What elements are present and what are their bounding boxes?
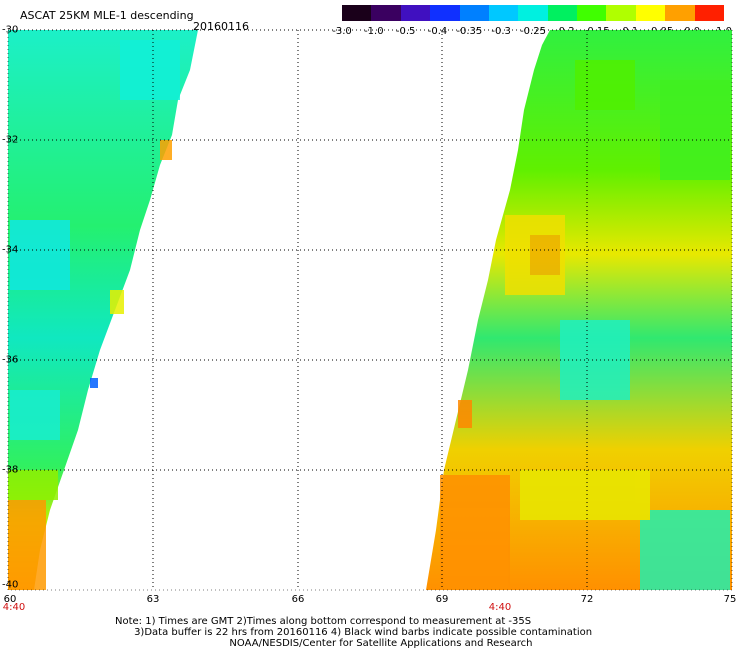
lon-label: 66 — [291, 594, 305, 605]
colorbar-segment — [430, 5, 461, 21]
colorbar-segment — [635, 5, 666, 21]
lat-label: -40 — [2, 579, 19, 591]
lon-label: 60 — [3, 594, 17, 605]
lat-label: -34 — [2, 244, 19, 256]
colorbar-segment — [577, 5, 607, 21]
colorbar-label: -0.25 — [520, 26, 546, 37]
colorbar-label: -0.4 — [427, 26, 448, 37]
lon-grid — [152, 30, 588, 590]
map-title: ASCAT 25KM MLE-1 descending — [20, 9, 194, 22]
colorbar-segment — [488, 5, 519, 21]
lat-label: -32 — [2, 134, 19, 146]
note-line-1: Note: 1) Times are GMT 2)Times along bot… — [115, 616, 532, 627]
lon-label: 69 — [435, 594, 449, 605]
lat-label: -38 — [2, 464, 19, 476]
colorbar-segment — [547, 5, 578, 21]
map-date: 20160116 — [193, 20, 249, 33]
lon-label: 72 — [580, 594, 594, 605]
colorbar-segment — [459, 5, 490, 21]
colorbar-label: -0.3 — [491, 26, 511, 37]
lon-label: 75 — [723, 594, 737, 605]
colorbar-label: -0.35 — [456, 26, 483, 37]
colorbar-label: -3.0 — [332, 26, 352, 37]
left-swath — [8, 30, 198, 590]
colorbar-label: -0.5 — [395, 26, 416, 37]
pass-time-label: 4:40 — [2, 602, 26, 613]
map-frame — [7, 29, 733, 591]
lon-label: 63 — [146, 594, 160, 605]
pass-time-label: 4:40 — [488, 602, 512, 613]
colorbar-segment — [665, 5, 696, 21]
notes: Note: 1) Times are GMT 2)Times along bot… — [115, 616, 592, 649]
colorbar-segment — [606, 5, 637, 21]
right-swath — [426, 30, 732, 590]
lat-label: -36 — [2, 354, 19, 366]
colorbar-segment — [371, 5, 402, 21]
colorbar-segment — [694, 5, 725, 21]
note-line-3: NOAA/NESDIS/Center for Satellite Applica… — [115, 638, 533, 649]
colorbar-segment — [400, 5, 431, 21]
lat-label: -30 — [2, 24, 19, 36]
note-line-2: 3)Data buffer is 22 hrs from 20160116 4)… — [115, 627, 593, 638]
colorbar-segment — [342, 5, 372, 21]
right-swath-patches — [440, 60, 730, 590]
colorbar-segment — [518, 5, 549, 21]
left-swath-patches — [8, 40, 180, 590]
colorbar — [342, 5, 725, 21]
colorbar-label: -1.0 — [364, 26, 384, 37]
